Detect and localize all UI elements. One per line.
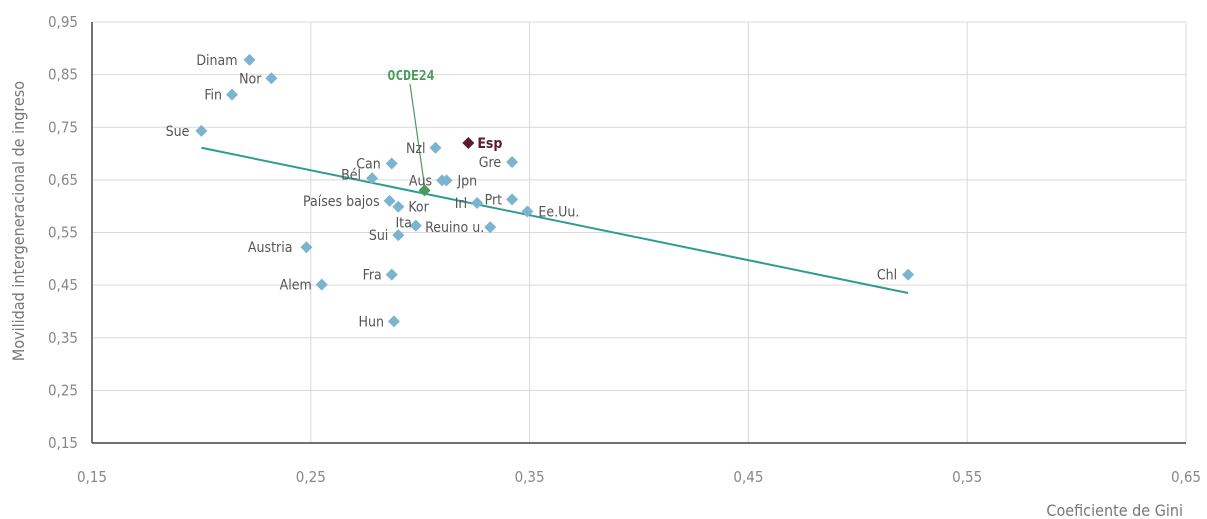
data-point [387, 315, 400, 328]
x-axis-title: Coeficiente de Gini [1046, 501, 1183, 519]
axes [91, 22, 1186, 444]
oecd-average-label: OCDE24 [388, 69, 435, 84]
data-point [265, 72, 278, 85]
data-point [392, 200, 405, 213]
y-tick-label: 0,95 [48, 13, 78, 31]
y-tick-label: 0,55 [48, 224, 78, 242]
data-point-label: Can [356, 157, 381, 173]
y-tick-label: 0,35 [48, 329, 78, 347]
data-point-label: Austria [248, 240, 293, 256]
data-point-label: Sui [369, 228, 388, 244]
data-point-label: Kor [408, 200, 429, 216]
x-tick-label: 0,45 [733, 468, 763, 486]
data-point-label: Chl [877, 268, 897, 284]
data-point [385, 268, 398, 281]
oecd-annotation-leader [409, 83, 426, 187]
x-tick-label: 0,15 [77, 468, 107, 486]
data-point-label: Irl [455, 196, 467, 212]
data-point [243, 53, 256, 66]
data-point-label: Nor [239, 71, 262, 87]
data-point [506, 193, 519, 206]
x-tick-label: 0,25 [296, 468, 326, 486]
data-point [471, 197, 484, 210]
x-tick-label: 0,35 [515, 468, 545, 486]
data-point-label: Países bajos [303, 194, 380, 210]
data-point [383, 194, 396, 207]
data-point [195, 124, 208, 137]
data-point [429, 141, 442, 154]
x-tick-label: 0,65 [1171, 468, 1201, 486]
data-point-label: Dinam [196, 53, 237, 69]
y-tick-label: 0,75 [48, 118, 78, 136]
oecd-average-point [418, 184, 431, 197]
data-point [409, 219, 422, 232]
trendline-line [201, 146, 909, 294]
y-tick-label: 0,85 [48, 66, 78, 84]
data-point-label: Reuino u. [425, 220, 484, 236]
data-point-label: Ita [395, 216, 411, 232]
highlight-point-label: Esp [477, 136, 502, 152]
x-tick-label: 0,55 [952, 468, 982, 486]
data-point-label: Aus [409, 173, 432, 189]
data-point [385, 157, 398, 170]
data-points [195, 53, 915, 328]
y-tick-label: 0,15 [48, 434, 78, 452]
data-point [484, 221, 497, 234]
data-point [506, 155, 519, 168]
y-tick-label: 0,65 [48, 171, 78, 189]
data-point-label: Gre [479, 155, 502, 171]
data-point [392, 229, 405, 242]
tick-labels: 0,15 0,25 0,35 0,45 0,55 0,65 0,75 0,85 0,95 0,15… [48, 13, 1201, 486]
data-point [300, 241, 313, 254]
data-point [366, 172, 379, 185]
trendline [201, 83, 909, 294]
y-tick-label: 0,25 [48, 381, 78, 399]
data-point-label: Fin [204, 88, 222, 104]
data-point [440, 174, 453, 187]
data-point [226, 88, 239, 101]
data-point [902, 268, 915, 281]
y-tick-label: 0,45 [48, 276, 78, 294]
data-point-label: Nzl [406, 141, 426, 157]
data-point-label: Prt [485, 192, 503, 208]
data-point [521, 205, 534, 218]
data-point-label: Hun [358, 314, 383, 330]
data-point-label: Bél [341, 167, 361, 183]
data-point-label: Fra [363, 268, 382, 284]
data-point-label: Ee.Uu. [538, 204, 579, 220]
data-point-label: Alem [280, 278, 312, 294]
data-point [315, 278, 328, 291]
highlight-point [462, 137, 475, 150]
grid-lines [92, 21, 1187, 443]
y-axis-title: Movilidad intergeneracional de ingreso [9, 81, 28, 361]
data-point-label: Sue [166, 124, 190, 140]
data-point-label: Jpn [456, 173, 477, 189]
